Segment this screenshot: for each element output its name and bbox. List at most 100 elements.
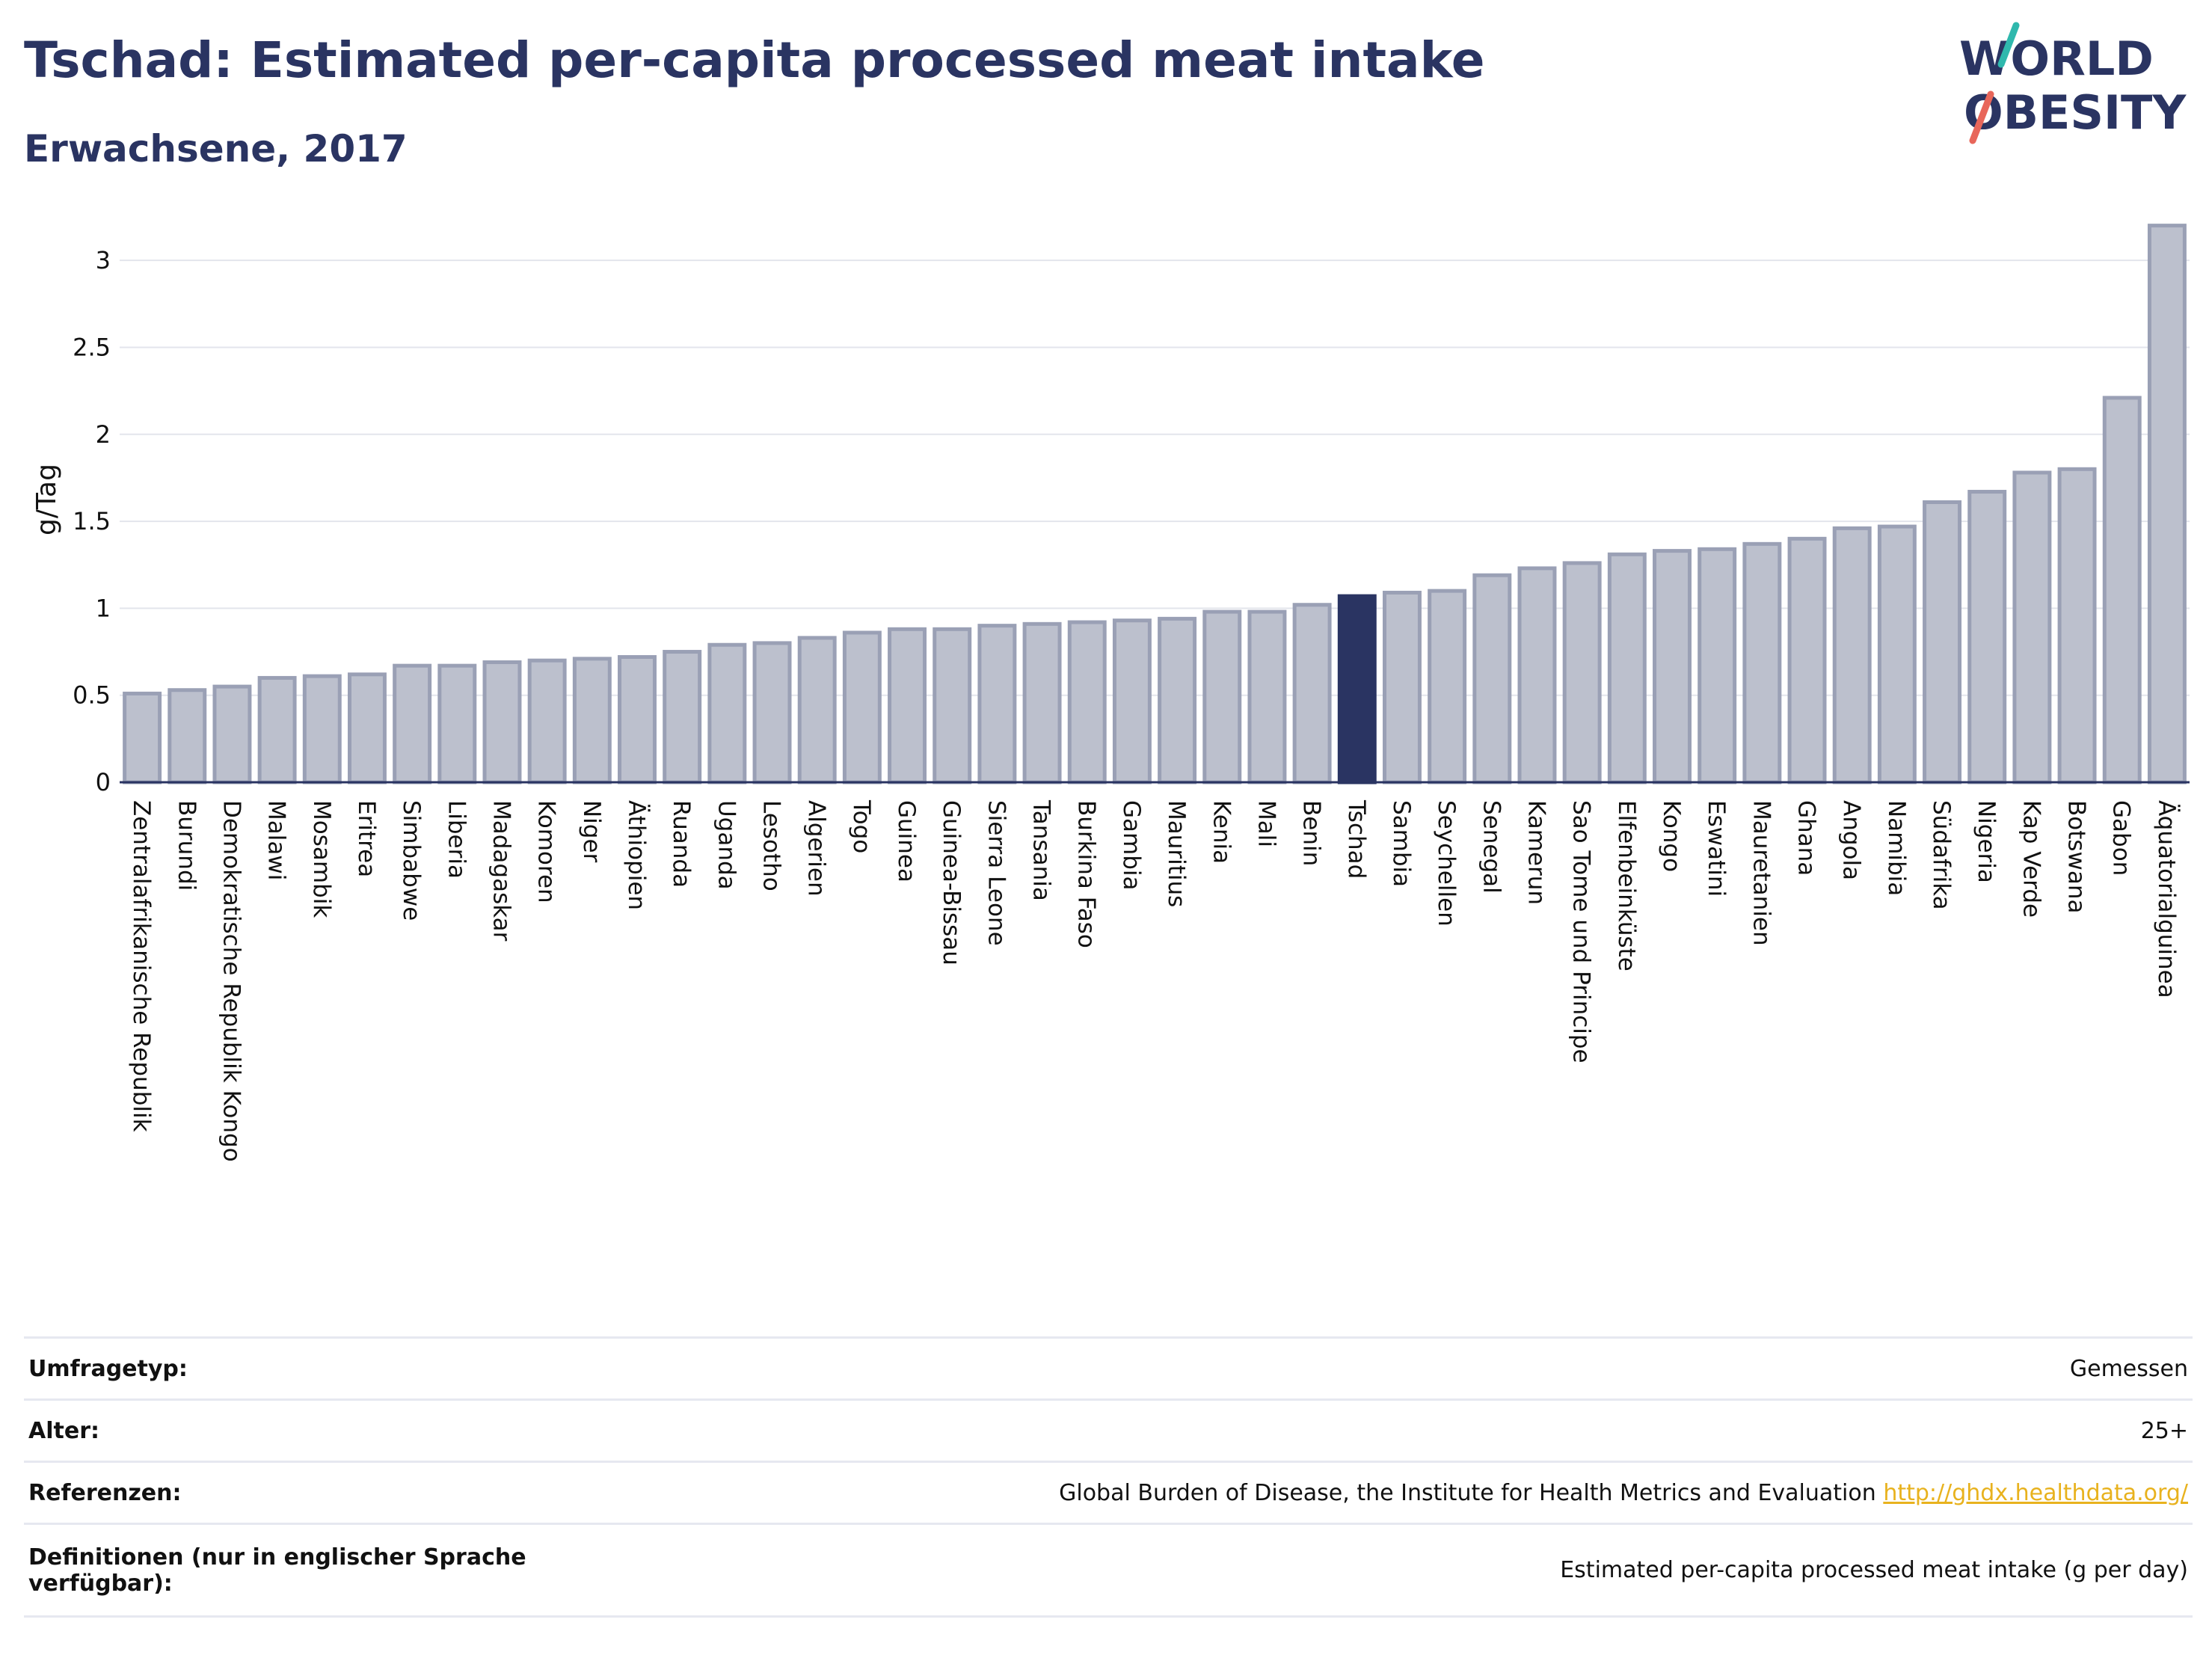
y-axis-ticks: 0 0.5 1 1.5 2 2.5 3: [73, 246, 111, 796]
bar[interactable]: [1517, 566, 1557, 784]
info-row-survey-type: Umfragetyp: Gemessen: [24, 1336, 2193, 1400]
bar[interactable]: [1923, 500, 1962, 784]
info-value: Gemessen: [556, 1336, 2193, 1400]
info-value: 25+: [556, 1398, 2193, 1462]
x-category-label: Tschad: [1343, 799, 1370, 879]
bar[interactable]: [2012, 470, 2052, 784]
x-category-label: Ghana: [1793, 800, 1820, 876]
bar[interactable]: [1247, 610, 1287, 784]
bar-highlighted[interactable]: [1337, 594, 1377, 784]
x-category-label: Gabon: [2108, 800, 2135, 876]
x-category-label: Tansania: [1028, 799, 1055, 901]
bar[interactable]: [1967, 490, 2007, 784]
info-label: Umfragetyp:: [24, 1336, 556, 1400]
x-category-label: Togo: [848, 799, 875, 853]
bar[interactable]: [482, 660, 522, 784]
bar[interactable]: [168, 688, 207, 784]
bar[interactable]: [1607, 552, 1647, 784]
x-category-label: Mauretanien: [1748, 800, 1775, 946]
x-category-label: Lesotho: [758, 800, 785, 891]
bar[interactable]: [1877, 524, 1917, 784]
logo-slash-coral: [1969, 90, 1994, 144]
bar[interactable]: [1428, 589, 1467, 784]
bar[interactable]: [842, 630, 882, 784]
info-value: Global Burden of Disease, the Institute …: [1059, 1479, 1876, 1506]
y-tick-label: 0: [96, 768, 111, 796]
x-category-label: Äthiopien: [623, 800, 650, 910]
x-category-label: Komoren: [533, 800, 560, 903]
bar[interactable]: [1698, 547, 1737, 784]
y-tick-label: 0.5: [73, 681, 111, 710]
x-category-label: Nigeria: [1973, 800, 2000, 883]
bar[interactable]: [1787, 536, 1827, 784]
y-tick-label: 1: [96, 594, 111, 622]
bar[interactable]: [527, 658, 567, 784]
info-value: Estimated per-capita processed meat inta…: [556, 1523, 2193, 1618]
bar[interactable]: [933, 627, 972, 784]
x-category-label: Zentralafrikanische Republik: [128, 800, 155, 1132]
x-category-label: Algerien: [803, 800, 830, 897]
y-axis-title: g/Tag: [31, 464, 62, 535]
bar[interactable]: [572, 657, 612, 784]
bar[interactable]: [302, 674, 342, 784]
category-labels: Zentralafrikanische Republik Burundi Demok…: [128, 799, 2180, 1162]
x-category-label: Malawi: [263, 800, 290, 880]
x-category-label: Gambia: [1118, 800, 1145, 891]
x-category-label: Eritrea: [353, 800, 380, 877]
bar[interactable]: [1562, 561, 1602, 784]
info-table: Umfragetyp: Gemessen Alter: 25+ Referenz…: [24, 1336, 2193, 1618]
bar[interactable]: [2147, 224, 2187, 784]
x-category-label: Simbabwe: [398, 800, 425, 921]
bar[interactable]: [618, 655, 657, 784]
x-category-label: Elfenbeinküste: [1613, 800, 1640, 971]
bar[interactable]: [1472, 573, 1512, 784]
x-category-label: Niger: [578, 800, 605, 863]
info-row-definitions: Definitionen (nur in englischer Sprache …: [24, 1523, 2193, 1618]
bar[interactable]: [2057, 467, 2097, 784]
x-category-label: Sierra Leone: [983, 800, 1010, 946]
bar[interactable]: [1653, 549, 1692, 784]
bar[interactable]: [437, 663, 477, 784]
x-category-label: Sambia: [1388, 800, 1415, 887]
bar[interactable]: [1382, 590, 1422, 784]
bar[interactable]: [393, 663, 432, 784]
x-category-label: Senegal: [1478, 800, 1505, 894]
x-category-label: Äquatorialguinea: [2153, 800, 2180, 998]
reference-link[interactable]: http://ghdx.healthdata.org/: [1883, 1479, 2188, 1506]
x-category-label: Mosambik: [308, 800, 335, 918]
logo-line2: OBESITY: [1964, 85, 2187, 140]
bar[interactable]: [1202, 610, 1242, 784]
bar[interactable]: [977, 624, 1017, 784]
bar[interactable]: [707, 642, 747, 784]
chart-title: Tschad: Estimated per-capita processed m…: [24, 31, 1485, 89]
bar[interactable]: [212, 684, 252, 784]
x-category-label: Kamerun: [1523, 800, 1549, 905]
x-category-label: Burkina Faso: [1073, 800, 1100, 948]
bar[interactable]: [1112, 618, 1152, 784]
world-obesity-logo[interactable]: WORLD OBESITY: [1944, 21, 2191, 156]
x-category-label: Eswatini: [1703, 800, 1730, 897]
info-label: Referenzen:: [24, 1461, 556, 1524]
bar[interactable]: [752, 641, 792, 784]
bar[interactable]: [2102, 396, 2142, 784]
bar[interactable]: [663, 650, 702, 784]
bar[interactable]: [123, 691, 162, 784]
bar[interactable]: [257, 675, 297, 784]
y-tick-label: 3: [96, 246, 111, 274]
x-category-label: Botswana: [2063, 800, 2090, 914]
bar[interactable]: [1292, 603, 1332, 784]
bar[interactable]: [1832, 526, 1872, 784]
info-label: Definitionen (nur in englischer Sprache …: [24, 1523, 556, 1618]
x-category-label: Guinea: [893, 800, 920, 882]
info-label: Alter:: [24, 1398, 556, 1462]
x-category-label: Seychellen: [1433, 800, 1460, 927]
logo-slash-teal: [1997, 22, 2020, 68]
bar[interactable]: [1022, 621, 1062, 784]
bar[interactable]: [1067, 620, 1107, 784]
bar[interactable]: [347, 672, 387, 784]
bar[interactable]: [797, 636, 837, 784]
bar[interactable]: [1742, 541, 1782, 784]
bar[interactable]: [888, 627, 927, 784]
bar[interactable]: [1158, 616, 1197, 784]
x-category-label: Südafrika: [1928, 800, 1955, 910]
